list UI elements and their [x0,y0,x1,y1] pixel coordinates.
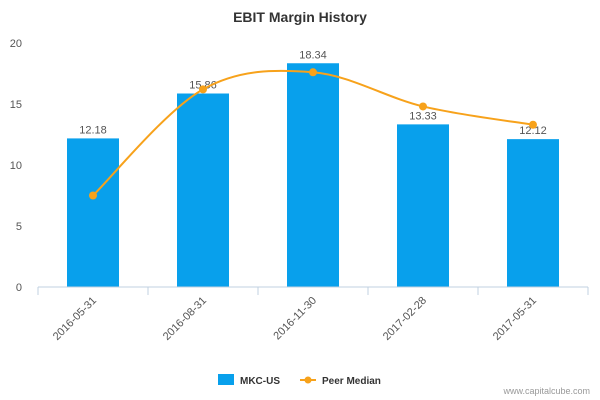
bar-data-label: 13.33 [409,110,437,122]
legend-swatch-mkc-us [218,374,234,385]
bar-data-label: 12.18 [79,124,107,136]
bar-mkc-us [177,93,229,288]
legend-label-peer-median: Peer Median [322,376,381,387]
peer-median-point [529,120,537,129]
x-tick-labels: 2016-05-31 2016-08-31 2016-11-30 2017-02… [51,295,539,343]
bar-data-label: 18.34 [299,49,327,61]
peer-median-points [89,68,537,200]
peer-median-point [309,68,317,77]
y-tick-label: 0 [16,282,22,294]
x-tick-label: 2017-02-28 [381,295,429,343]
bar-labels-group: 12.18 15.86 18.34 13.33 12.12 [79,49,547,137]
bars-group [67,63,559,288]
x-tick-label: 2016-08-31 [161,295,209,343]
y-tick-label: 15 [10,99,22,111]
legend-swatch-peer-median-dot [304,376,312,384]
legend: MKC-US Peer Median [218,374,381,387]
x-tick-label: 2016-11-30 [271,295,319,343]
bar-mkc-us [67,138,119,287]
chart-title: EBIT Margin History [233,9,367,25]
credit-text: www.capitalcube.com [502,386,590,396]
x-tick-label: 2016-05-31 [51,295,99,343]
y-tick-label: 5 [16,221,22,233]
peer-median-point [89,191,97,200]
bar-mkc-us [397,124,449,288]
x-tick-marks [37,287,589,295]
legend-label-mkc-us: MKC-US [240,376,280,387]
peer-median-point [419,102,427,111]
y-tick-label: 10 [10,160,22,172]
x-tick-label: 2017-05-31 [491,295,539,343]
peer-median-point [199,85,207,94]
bar-mkc-us [287,63,339,287]
y-tick-label: 20 [10,38,22,50]
bar-mkc-us [507,139,559,287]
bar-data-label: 12.12 [519,125,547,137]
